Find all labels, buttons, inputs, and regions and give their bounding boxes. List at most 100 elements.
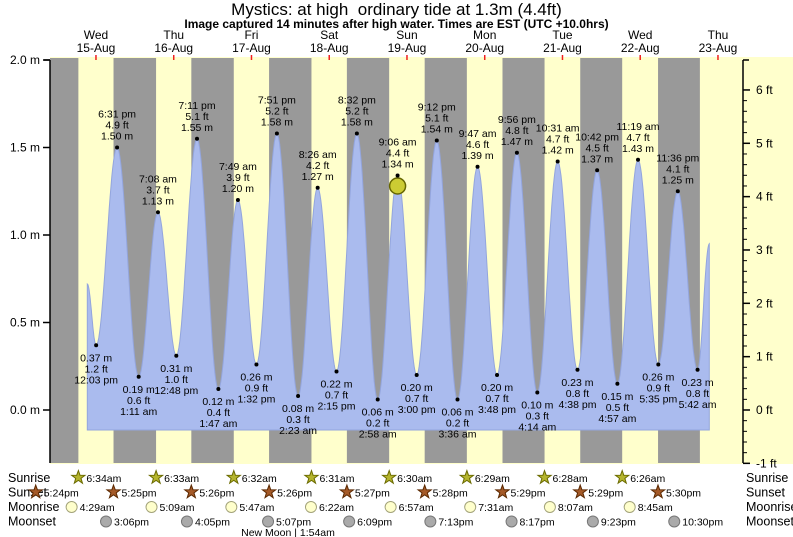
low-tide-time: 5:42 am (679, 399, 717, 411)
sunrise-star-icon (225, 468, 242, 485)
right-axis-label: 2 ft (756, 296, 773, 310)
low-tide-metres: 0.06 m (441, 407, 473, 419)
moonrise-time: 8:07am (558, 502, 593, 514)
high-tide-feet: 5.1 ft (185, 111, 208, 123)
moonset-moon-icon (505, 515, 518, 528)
sunrise-star-icon (536, 468, 553, 485)
day-weekday-label: Sun (396, 28, 417, 42)
low-tide-metres: 0.26 m (642, 372, 674, 384)
moonrise-moon-icon (384, 501, 397, 513)
high-tide-time: 10:42 pm (575, 131, 619, 143)
day-weekday-label: Wed (628, 28, 652, 42)
sunrise-star-icon (614, 468, 631, 485)
high-tide-metres: 1.37 m (581, 153, 613, 165)
low-tide-feet: 0.5 ft (606, 402, 629, 414)
high-tide-time: 9:06 am (379, 137, 417, 149)
sunset-star-icon (572, 483, 589, 499)
low-tide-metres: 0.22 m (320, 379, 352, 391)
sunrise-star-icon (70, 468, 87, 485)
left-axis-label: 1.0 m (10, 228, 40, 242)
high-tide-time: 7:08 am (139, 173, 177, 185)
low-tide-metres: 0.31 m (160, 363, 192, 375)
low-tide-metres: 0.23 m (561, 377, 593, 389)
low-tide-time: 3:48 pm (478, 404, 516, 416)
high-tide-metres: 1.47 m (501, 136, 533, 148)
sunset-time: 5:28pm (433, 488, 468, 500)
high-tide-time: 7:49 am (219, 161, 257, 173)
high-tide-metres: 1.58 m (261, 117, 293, 129)
low-tide-metres: 0.10 m (521, 400, 553, 412)
right-axis-label: 4 ft (756, 190, 773, 204)
left-axis-label: 2.0 m (10, 53, 40, 67)
high-tide-time: 11:19 am (617, 121, 660, 133)
high-tide-metres: 1.43 m (622, 143, 654, 155)
low-tide-metres: 0.06 m (362, 407, 394, 419)
moonrise-moon-icon (543, 501, 556, 513)
moonrise-time: 6:22am (319, 502, 354, 514)
low-tide-time: 12:48 pm (154, 385, 198, 397)
low-tide-feet: 0.7 ft (405, 393, 428, 405)
sunset-star-icon (416, 483, 433, 499)
chart-title: Mystics: at high ordinary tide at 1.3m (… (231, 0, 562, 19)
low-tide-time: 2:15 pm (318, 401, 356, 413)
moonset-time: 3:06pm (114, 517, 149, 529)
high-tide-metres: 1.54 m (421, 124, 453, 136)
low-tide-metres: 0.23 m (682, 377, 714, 389)
high-tide-time: 6:31 pm (98, 109, 136, 121)
sunset-time: 5:29pm (510, 488, 545, 500)
right-axis-label: 1 ft (756, 350, 773, 364)
high-tide-time: 7:11 pm (178, 100, 215, 112)
sunset-time: 5:26pm (277, 488, 312, 500)
low-tide-time: 12:03 pm (74, 374, 118, 386)
moonrise-time: 6:57am (399, 502, 434, 514)
sunset-time: 5:30pm (666, 488, 701, 500)
day-date-label: 19-Aug (388, 41, 427, 55)
astro-row-label-left: Moonrise (8, 500, 59, 514)
tide-extreme-dot (354, 131, 359, 136)
astro-row-label-left: Moonset (8, 515, 56, 529)
sunrise-time: 6:34am (86, 473, 121, 485)
astro-row-label-left: Sunset (8, 486, 47, 500)
tide-extreme-dot (315, 185, 320, 190)
low-tide-metres: 0.20 m (401, 382, 433, 394)
tide-extreme-dot (615, 381, 620, 386)
high-tide-feet: 4.2 ft (306, 160, 329, 172)
right-axis-label: 6 ft (756, 83, 773, 97)
tide-extreme-dot (434, 138, 439, 143)
tide-extreme-dot (94, 343, 99, 348)
right-axis-label: 0 ft (756, 403, 773, 417)
moonrise-moon-icon (464, 501, 477, 513)
low-tide-metres: 0.08 m (282, 403, 314, 415)
day-date-label: 16-Aug (154, 41, 193, 55)
sunset-star-icon (105, 483, 122, 499)
moonset-moon-icon (343, 515, 356, 528)
day-date-label: 21-Aug (543, 41, 582, 55)
sunrise-time: 6:32am (242, 473, 277, 485)
sunrise-time: 6:30am (397, 473, 432, 485)
high-tide-metres: 1.50 m (101, 131, 133, 143)
high-tide-feet: 3.7 ft (146, 184, 169, 196)
high-tide-time: 9:12 pm (418, 102, 456, 114)
tide-extreme-dot (155, 210, 160, 215)
high-tide-feet: 5.2 ft (345, 106, 368, 118)
tide-extreme-dot (115, 145, 120, 150)
low-tide-time: 3:36 am (439, 429, 477, 441)
sunset-time: 5:26pm (199, 488, 234, 500)
sunset-star-icon (27, 483, 44, 499)
moonrise-moon-icon (623, 501, 636, 513)
left-axis-label: 0.5 m (10, 316, 40, 330)
tide-extreme-dot (296, 394, 301, 398)
high-tide-feet: 4.9 ft (105, 120, 128, 132)
day-date-label: 17-Aug (232, 41, 271, 55)
astro-row-label-right: Sunrise (746, 471, 788, 485)
moonrise-time: 8:45am (638, 502, 673, 514)
moonset-time: 4:05pm (195, 517, 230, 529)
astro-row-label-right: Moonrise (746, 500, 793, 514)
moonset-time: 6:09pm (357, 517, 392, 529)
high-tide-metres: 1.20 m (222, 183, 254, 195)
sunrise-time: 6:26am (630, 473, 665, 485)
sunrise-time: 6:29am (475, 473, 510, 485)
moonset-moon-icon (424, 515, 437, 528)
day-date-label: 22-Aug (621, 41, 660, 55)
